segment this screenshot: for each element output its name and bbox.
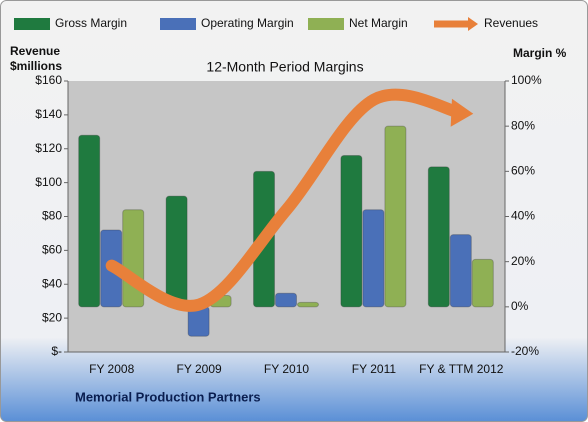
- y2-tick-label: 80%: [511, 118, 535, 132]
- bar: [297, 301, 319, 308]
- y-tick-label: $40: [42, 276, 62, 290]
- bar: [384, 125, 407, 308]
- legend-swatch: [160, 18, 196, 30]
- x-tick-label: FY 2011: [352, 362, 397, 376]
- legend-label: Revenues: [484, 16, 538, 30]
- y2-tick-label: -20%: [511, 344, 539, 358]
- y-tick-label: $-: [51, 344, 62, 358]
- y-tick-label: $140: [35, 107, 62, 121]
- y2-tick-label: 100%: [511, 73, 542, 87]
- y-axis-title: $millions: [10, 59, 62, 73]
- legend-swatch: [468, 17, 478, 31]
- revenue-arrowhead: [450, 98, 474, 127]
- bar: [275, 292, 297, 308]
- legend-swatch: [308, 18, 344, 30]
- x-tick-label: FY & TTM 2012: [419, 362, 504, 376]
- bar: [78, 134, 101, 308]
- x-tick-label: FY 2010: [264, 362, 309, 376]
- y-tick-label: $20: [42, 310, 62, 324]
- y-axis-title: Revenue: [10, 44, 60, 58]
- chart-title: 12-Month Period Margins: [206, 59, 363, 75]
- bar: [122, 209, 145, 308]
- x-tick-label: FY 2008: [89, 362, 134, 376]
- x-tick-label: FY 2009: [177, 362, 222, 376]
- legend-label: Operating Margin: [201, 16, 294, 30]
- bar: [449, 234, 472, 308]
- bar: [362, 209, 385, 308]
- footer: Memorial Production Partners: [75, 389, 261, 404]
- y2-tick-label: 40%: [511, 209, 535, 223]
- y-tick-label: $160: [35, 73, 62, 87]
- legend-label: Gross Margin: [55, 16, 127, 30]
- y-tick-label: $120: [35, 141, 62, 155]
- bar: [471, 258, 494, 308]
- legend-swatch: [14, 18, 50, 30]
- y-tick-label: $60: [42, 243, 62, 257]
- y-tick-label: $80: [42, 209, 62, 223]
- bar: [340, 155, 363, 308]
- y2-tick-label: 20%: [511, 254, 535, 268]
- bar: [165, 195, 188, 308]
- y2-tick-label: 60%: [511, 164, 535, 178]
- y2-tick-label: 0%: [511, 299, 529, 313]
- bar: [427, 166, 450, 308]
- y-tick-label: $100: [35, 175, 62, 189]
- legend-label: Net Margin: [349, 16, 408, 30]
- revenue-line: [105, 88, 468, 312]
- y2-axis-title: Margin %: [513, 46, 567, 60]
